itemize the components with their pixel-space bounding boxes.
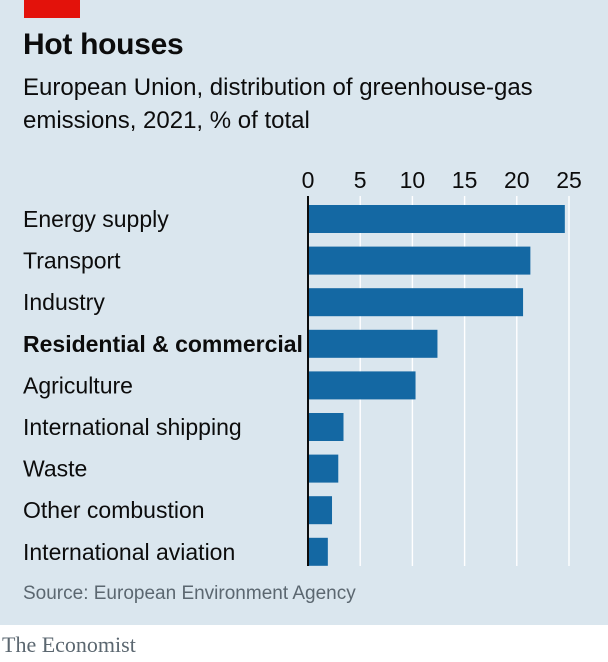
bar	[308, 329, 438, 358]
bars	[308, 205, 565, 566]
bar-chart: Energy supply Transport Industry Residentia…	[23, 167, 582, 566]
category-label: Agriculture	[23, 372, 133, 398]
x-tick-label: 15	[452, 167, 478, 193]
chart-subtitle: European Union, distribution of greenhou…	[23, 74, 533, 134]
category-label: International shipping	[23, 414, 242, 440]
category-label: Transport	[23, 248, 121, 274]
bar	[308, 496, 333, 525]
bar	[308, 371, 416, 400]
x-tick-label: 0	[302, 167, 315, 193]
brand-logo-text: The Economist	[2, 632, 136, 657]
bar	[308, 537, 328, 566]
source-note: Source: European Environment Agency	[23, 583, 356, 604]
x-tick-label: 10	[400, 167, 426, 193]
bar	[308, 205, 565, 233]
bar	[308, 413, 344, 441]
category-labels: Energy supply Transport Industry Residentia…	[23, 206, 303, 565]
x-tick-label: 25	[556, 167, 582, 193]
bar	[308, 454, 339, 483]
category-label: Other combustion	[23, 497, 205, 523]
category-label: Energy supply	[23, 206, 169, 232]
x-tick-labels: 0 5 10 15 20 25	[302, 167, 582, 193]
bar	[308, 246, 531, 275]
chart-title: Hot houses	[23, 28, 184, 61]
x-tick-label: 5	[354, 167, 367, 193]
x-tick-label: 20	[504, 167, 530, 193]
bar	[308, 288, 524, 317]
category-label: Industry	[23, 289, 105, 315]
category-label: Residential & commercial	[23, 331, 303, 357]
category-label: Waste	[23, 456, 87, 482]
category-label: International aviation	[23, 539, 235, 565]
red-tag-decoration	[24, 0, 80, 18]
